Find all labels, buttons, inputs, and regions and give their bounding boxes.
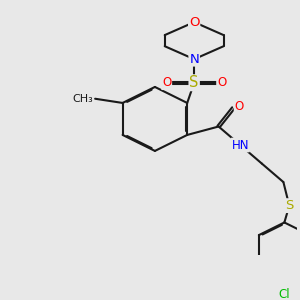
Text: S: S [285,199,293,212]
Text: CH₃: CH₃ [72,94,93,104]
Text: O: O [162,76,171,89]
Text: N: N [189,53,199,66]
Text: O: O [235,100,244,113]
Text: S: S [190,75,199,90]
Text: O: O [217,76,226,89]
Text: HN: HN [232,139,249,152]
Text: O: O [189,16,200,28]
Text: Cl: Cl [279,287,290,300]
